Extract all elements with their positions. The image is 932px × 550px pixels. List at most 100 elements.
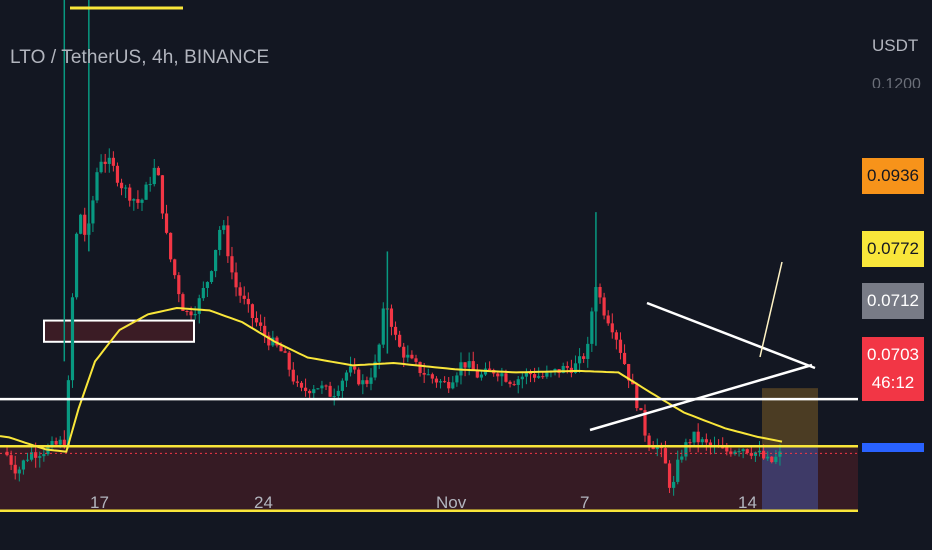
support-zone <box>0 446 858 511</box>
bar-countdown: 46:12 <box>871 373 915 392</box>
candle-body <box>565 365 569 368</box>
candle-body <box>156 167 160 176</box>
candle-body <box>353 366 357 370</box>
candle-body <box>700 439 704 443</box>
candle-body <box>745 449 749 453</box>
candle-body <box>639 408 643 411</box>
candle-body <box>66 380 70 447</box>
current-price: 0.0703 <box>867 345 919 364</box>
candle-body <box>91 200 95 224</box>
candle-body <box>643 410 647 436</box>
candle-body <box>696 431 700 443</box>
candle-body <box>516 379 520 385</box>
candle-body <box>475 370 479 378</box>
candle-body <box>590 311 594 344</box>
candle-body <box>737 451 741 453</box>
candle-body <box>586 343 590 359</box>
candle-body <box>242 295 246 299</box>
candle-body <box>328 385 332 397</box>
candle-body <box>128 187 132 201</box>
candle-body <box>25 459 30 461</box>
time-axis-tick: 14 <box>738 493 757 512</box>
candle-body <box>741 449 745 452</box>
candle-body <box>651 446 655 450</box>
candle-body <box>471 361 475 371</box>
candle-body <box>74 233 79 298</box>
candle-body <box>99 161 103 173</box>
candle-body <box>688 442 692 444</box>
candle-body <box>205 282 210 288</box>
time-axis-tick: Nov <box>436 493 467 512</box>
candle-body <box>610 323 614 333</box>
candle-body <box>336 390 340 396</box>
candle-body <box>761 450 766 459</box>
candle-body <box>246 298 250 305</box>
candle-body <box>50 440 54 447</box>
candle-body <box>238 287 242 296</box>
candle-body <box>434 378 439 383</box>
candle-body <box>320 385 324 389</box>
candle-body <box>312 389 316 394</box>
candle-body <box>214 249 218 272</box>
candle-body <box>124 187 128 189</box>
candle-body <box>169 232 173 260</box>
candle-body <box>5 451 9 456</box>
candle-body <box>201 287 205 299</box>
candle-body <box>676 459 680 482</box>
candle-body <box>573 363 578 373</box>
candle-body <box>152 167 156 185</box>
candle-body <box>258 322 263 326</box>
candle-body <box>455 375 459 383</box>
candle-body <box>426 374 430 376</box>
candle-body <box>164 213 169 233</box>
candle-body <box>500 373 504 377</box>
candle-body <box>287 352 291 370</box>
candle-body <box>770 456 774 463</box>
candle-body <box>332 395 336 397</box>
candle-body <box>463 362 467 368</box>
candle-body <box>479 374 484 378</box>
candle-body <box>361 380 365 385</box>
candle-body <box>348 366 353 373</box>
candle-body <box>140 199 144 203</box>
candle-body <box>467 361 471 368</box>
candle-body <box>303 387 308 391</box>
candle-body <box>541 376 545 378</box>
candle-body <box>402 346 406 358</box>
price-axis-currency[interactable]: USDT <box>872 36 919 55</box>
candle-body <box>144 184 148 200</box>
candle-body <box>389 308 394 327</box>
candle-body <box>672 481 676 488</box>
candle-body <box>627 364 631 381</box>
candle-body <box>193 313 197 316</box>
candle-body <box>524 372 529 377</box>
candle-body <box>267 335 271 346</box>
candle-body <box>250 304 255 318</box>
candle-body <box>561 365 565 373</box>
price-axis-marker <box>862 443 924 452</box>
candle-body <box>95 172 99 201</box>
candle-body <box>283 351 287 353</box>
candle-body <box>234 272 238 288</box>
candle-body <box>488 368 492 370</box>
candle-body <box>430 374 434 379</box>
candle-body <box>70 297 75 381</box>
candle-body <box>148 184 152 186</box>
candle-body <box>83 214 87 235</box>
candle-body <box>357 369 361 385</box>
candle-body <box>132 199 136 201</box>
candle-body <box>443 381 447 383</box>
candle-body <box>111 157 115 166</box>
candle-body <box>598 287 602 298</box>
candle-body <box>369 377 373 384</box>
candle-body <box>381 308 385 345</box>
candle-body <box>663 448 668 464</box>
candle-body <box>222 225 226 230</box>
candle-body <box>414 358 418 362</box>
target-box <box>762 388 818 447</box>
stop-box <box>762 446 818 511</box>
candle-body <box>582 356 586 359</box>
candle-body <box>38 456 42 458</box>
